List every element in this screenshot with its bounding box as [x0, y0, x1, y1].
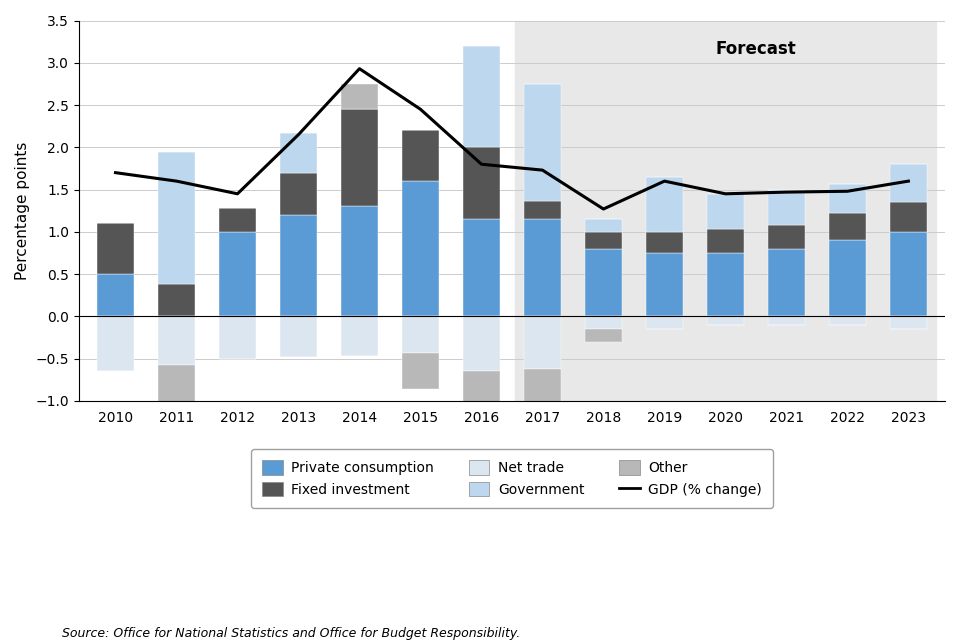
- Bar: [586, 249, 622, 316]
- Bar: [280, 316, 317, 357]
- Bar: [829, 240, 866, 316]
- Bar: [463, 46, 500, 147]
- Bar: [708, 229, 744, 253]
- Bar: [280, 133, 317, 173]
- Bar: [402, 353, 439, 389]
- Bar: [524, 219, 561, 316]
- Text: Source: Office for National Statistics and Office for Budget Responsibility.: Source: Office for National Statistics a…: [62, 627, 520, 640]
- Bar: [158, 316, 195, 365]
- Bar: [463, 316, 500, 371]
- Bar: [97, 274, 133, 316]
- Bar: [829, 184, 866, 213]
- Bar: [97, 223, 133, 274]
- Bar: [586, 232, 622, 249]
- Bar: [646, 177, 683, 232]
- Bar: [402, 181, 439, 316]
- Bar: [463, 147, 500, 219]
- Bar: [158, 284, 195, 316]
- Legend: Private consumption, Fixed investment, Net trade, Government, Other, GDP (% chan: Private consumption, Fixed investment, N…: [251, 449, 773, 508]
- Bar: [768, 225, 804, 249]
- Bar: [158, 152, 195, 284]
- Bar: [890, 232, 926, 316]
- Bar: [341, 207, 378, 316]
- Bar: [219, 232, 255, 316]
- Bar: [280, 215, 317, 316]
- Bar: [829, 316, 866, 325]
- Bar: [890, 202, 926, 232]
- Bar: [219, 208, 255, 232]
- Bar: [515, 20, 936, 401]
- Bar: [219, 316, 255, 358]
- Bar: [890, 164, 926, 202]
- Bar: [586, 329, 622, 342]
- Bar: [402, 316, 439, 353]
- Bar: [708, 316, 744, 325]
- Bar: [646, 253, 683, 316]
- Bar: [524, 316, 561, 369]
- Bar: [402, 131, 439, 181]
- Bar: [708, 194, 744, 229]
- Bar: [586, 219, 622, 232]
- Bar: [341, 109, 378, 207]
- Bar: [158, 365, 195, 413]
- Bar: [890, 316, 926, 329]
- Bar: [524, 200, 561, 219]
- Bar: [463, 219, 500, 316]
- Bar: [341, 316, 378, 356]
- Bar: [280, 173, 317, 215]
- Bar: [524, 369, 561, 415]
- Y-axis label: Percentage points: Percentage points: [15, 141, 30, 280]
- Bar: [768, 316, 804, 325]
- Bar: [708, 253, 744, 316]
- Bar: [97, 316, 133, 371]
- Bar: [829, 213, 866, 240]
- Text: Forecast: Forecast: [715, 40, 796, 58]
- Bar: [524, 84, 561, 200]
- Bar: [646, 316, 683, 329]
- Bar: [646, 232, 683, 253]
- Bar: [586, 316, 622, 329]
- Bar: [768, 249, 804, 316]
- Bar: [341, 84, 378, 109]
- Bar: [768, 189, 804, 225]
- Bar: [463, 371, 500, 435]
